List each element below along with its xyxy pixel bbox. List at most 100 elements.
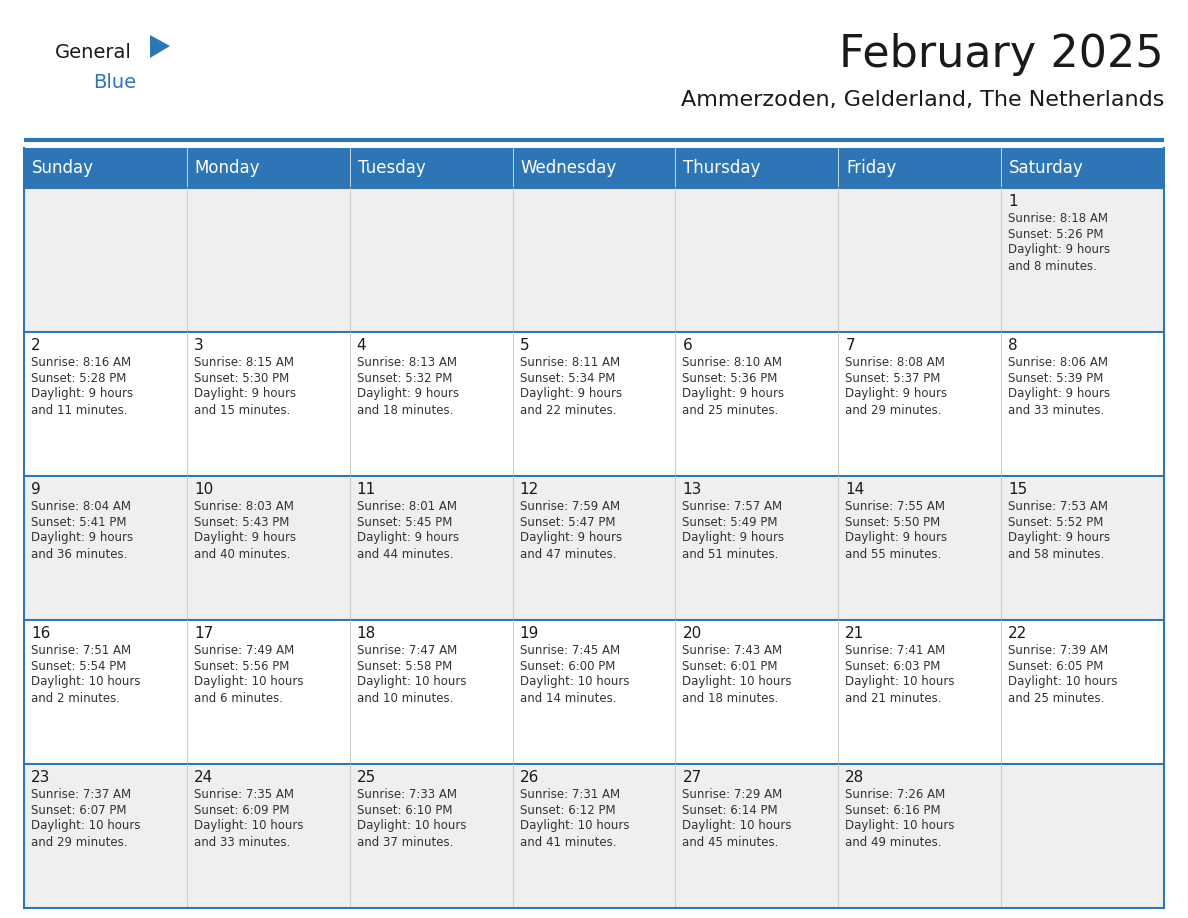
Text: Sunset: 5:26 PM: Sunset: 5:26 PM	[1009, 228, 1104, 241]
Text: 24: 24	[194, 770, 213, 786]
Text: Wednesday: Wednesday	[520, 159, 617, 177]
Text: and 25 minutes.: and 25 minutes.	[682, 404, 779, 417]
Text: and 18 minutes.: and 18 minutes.	[356, 404, 453, 417]
Text: Sunrise: 7:55 AM: Sunrise: 7:55 AM	[846, 499, 946, 512]
Text: Daylight: 10 hours: Daylight: 10 hours	[1009, 676, 1118, 688]
Text: Sunrise: 7:45 AM: Sunrise: 7:45 AM	[519, 644, 620, 656]
Text: Sunset: 5:36 PM: Sunset: 5:36 PM	[682, 372, 778, 385]
Text: Ammerzoden, Gelderland, The Netherlands: Ammerzoden, Gelderland, The Netherlands	[681, 90, 1164, 110]
Text: Daylight: 9 hours: Daylight: 9 hours	[1009, 243, 1111, 256]
Text: Sunrise: 7:49 AM: Sunrise: 7:49 AM	[194, 644, 295, 656]
Text: Sunset: 6:12 PM: Sunset: 6:12 PM	[519, 803, 615, 816]
Text: 22: 22	[1009, 626, 1028, 642]
Text: and 10 minutes.: and 10 minutes.	[356, 691, 453, 704]
Text: 26: 26	[519, 770, 539, 786]
Text: and 44 minutes.: and 44 minutes.	[356, 547, 453, 561]
Text: 2: 2	[31, 339, 40, 353]
Text: Daylight: 10 hours: Daylight: 10 hours	[31, 820, 140, 833]
Text: Sunset: 6:09 PM: Sunset: 6:09 PM	[194, 803, 290, 816]
Text: Sunset: 5:41 PM: Sunset: 5:41 PM	[31, 516, 126, 529]
Bar	[839, 148, 1001, 188]
Text: and 36 minutes.: and 36 minutes.	[31, 547, 127, 561]
Text: Sunset: 6:07 PM: Sunset: 6:07 PM	[31, 803, 126, 816]
Text: Sunset: 6:05 PM: Sunset: 6:05 PM	[1009, 659, 1104, 673]
Text: 23: 23	[31, 770, 50, 786]
Text: Sunrise: 7:41 AM: Sunrise: 7:41 AM	[846, 644, 946, 656]
Text: Sunset: 5:47 PM: Sunset: 5:47 PM	[519, 516, 615, 529]
Text: Sunset: 5:43 PM: Sunset: 5:43 PM	[194, 516, 289, 529]
Text: Sunrise: 7:51 AM: Sunrise: 7:51 AM	[31, 644, 131, 656]
Text: and 8 minutes.: and 8 minutes.	[1009, 260, 1097, 273]
Text: 11: 11	[356, 483, 375, 498]
Polygon shape	[150, 35, 170, 58]
Text: Sunrise: 8:04 AM: Sunrise: 8:04 AM	[31, 499, 131, 512]
Text: Sunday: Sunday	[32, 159, 94, 177]
Text: and 55 minutes.: and 55 minutes.	[846, 547, 942, 561]
Text: Sunset: 5:49 PM: Sunset: 5:49 PM	[682, 516, 778, 529]
Text: Sunrise: 8:03 AM: Sunrise: 8:03 AM	[194, 499, 293, 512]
Text: and 49 minutes.: and 49 minutes.	[846, 835, 942, 848]
Text: Daylight: 9 hours: Daylight: 9 hours	[682, 532, 784, 544]
Text: Sunrise: 8:16 AM: Sunrise: 8:16 AM	[31, 355, 131, 368]
Text: 4: 4	[356, 339, 366, 353]
Text: 9: 9	[31, 483, 40, 498]
Text: 13: 13	[682, 483, 702, 498]
Text: 20: 20	[682, 626, 702, 642]
Text: Sunrise: 7:31 AM: Sunrise: 7:31 AM	[519, 788, 620, 800]
Text: and 47 minutes.: and 47 minutes.	[519, 547, 617, 561]
Text: Sunset: 5:30 PM: Sunset: 5:30 PM	[194, 372, 289, 385]
Text: Sunrise: 8:10 AM: Sunrise: 8:10 AM	[682, 355, 783, 368]
Text: Blue: Blue	[93, 73, 137, 92]
Bar	[24, 476, 1164, 620]
Text: and 37 minutes.: and 37 minutes.	[356, 835, 453, 848]
Text: 12: 12	[519, 483, 539, 498]
Text: Sunrise: 7:57 AM: Sunrise: 7:57 AM	[682, 499, 783, 512]
Text: Sunrise: 7:53 AM: Sunrise: 7:53 AM	[1009, 499, 1108, 512]
Bar	[24, 148, 187, 188]
Text: Daylight: 9 hours: Daylight: 9 hours	[1009, 532, 1111, 544]
Text: Tuesday: Tuesday	[358, 159, 425, 177]
Text: Daylight: 10 hours: Daylight: 10 hours	[846, 676, 955, 688]
Text: and 6 minutes.: and 6 minutes.	[194, 691, 283, 704]
Text: and 33 minutes.: and 33 minutes.	[194, 835, 290, 848]
Text: 10: 10	[194, 483, 213, 498]
Text: Daylight: 9 hours: Daylight: 9 hours	[519, 387, 621, 400]
Text: Sunrise: 8:15 AM: Sunrise: 8:15 AM	[194, 355, 293, 368]
Text: 18: 18	[356, 626, 375, 642]
Text: Daylight: 10 hours: Daylight: 10 hours	[31, 676, 140, 688]
Text: and 45 minutes.: and 45 minutes.	[682, 835, 779, 848]
Text: 1: 1	[1009, 195, 1018, 209]
Text: General: General	[55, 42, 132, 62]
Text: 16: 16	[31, 626, 50, 642]
Text: Friday: Friday	[846, 159, 897, 177]
Text: Sunset: 5:37 PM: Sunset: 5:37 PM	[846, 372, 941, 385]
Text: Monday: Monday	[195, 159, 260, 177]
Text: 21: 21	[846, 626, 865, 642]
Text: Daylight: 10 hours: Daylight: 10 hours	[356, 676, 466, 688]
Text: Daylight: 9 hours: Daylight: 9 hours	[31, 532, 133, 544]
Text: Sunset: 6:03 PM: Sunset: 6:03 PM	[846, 659, 941, 673]
Text: Sunset: 5:52 PM: Sunset: 5:52 PM	[1009, 516, 1104, 529]
Text: 28: 28	[846, 770, 865, 786]
Text: Daylight: 9 hours: Daylight: 9 hours	[519, 532, 621, 544]
Text: Sunset: 5:45 PM: Sunset: 5:45 PM	[356, 516, 453, 529]
Text: Sunset: 5:39 PM: Sunset: 5:39 PM	[1009, 372, 1104, 385]
Text: and 22 minutes.: and 22 minutes.	[519, 404, 617, 417]
Text: Sunrise: 8:08 AM: Sunrise: 8:08 AM	[846, 355, 946, 368]
Text: and 25 minutes.: and 25 minutes.	[1009, 691, 1105, 704]
Text: Sunset: 6:16 PM: Sunset: 6:16 PM	[846, 803, 941, 816]
Bar	[24, 764, 1164, 908]
Bar	[24, 188, 1164, 332]
Text: and 40 minutes.: and 40 minutes.	[194, 547, 290, 561]
Text: 17: 17	[194, 626, 213, 642]
Text: Sunset: 5:50 PM: Sunset: 5:50 PM	[846, 516, 941, 529]
Text: Daylight: 10 hours: Daylight: 10 hours	[682, 676, 792, 688]
Text: February 2025: February 2025	[840, 33, 1164, 76]
Text: Sunset: 6:14 PM: Sunset: 6:14 PM	[682, 803, 778, 816]
Text: and 33 minutes.: and 33 minutes.	[1009, 404, 1105, 417]
Text: Sunset: 5:32 PM: Sunset: 5:32 PM	[356, 372, 453, 385]
Text: and 29 minutes.: and 29 minutes.	[31, 835, 127, 848]
Text: Sunset: 5:28 PM: Sunset: 5:28 PM	[31, 372, 126, 385]
Text: Daylight: 10 hours: Daylight: 10 hours	[682, 820, 792, 833]
Text: and 2 minutes.: and 2 minutes.	[31, 691, 120, 704]
